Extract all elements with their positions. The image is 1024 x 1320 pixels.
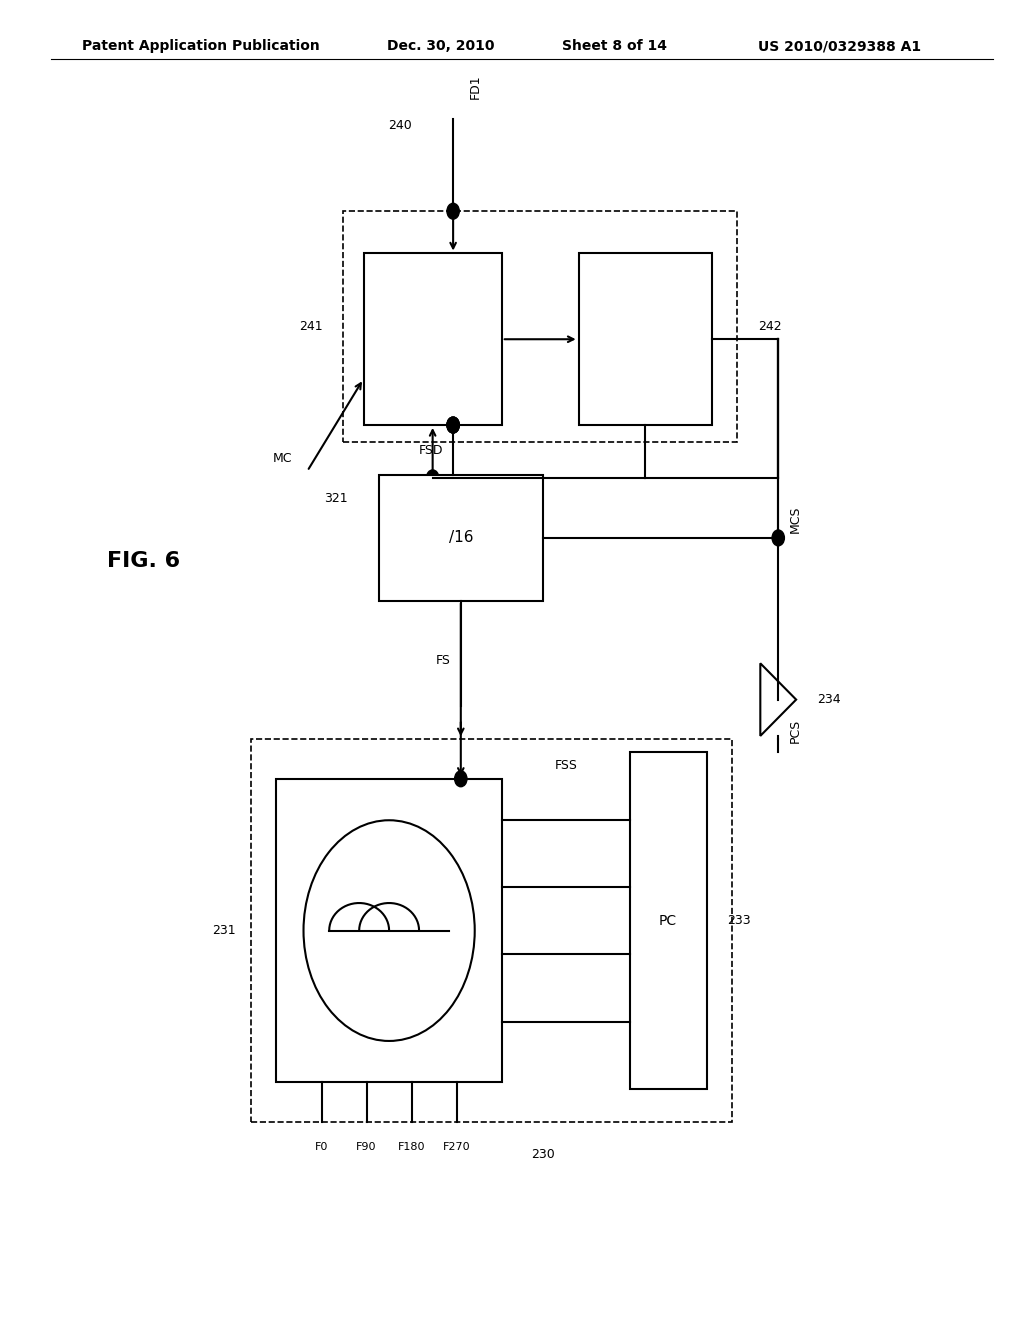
- Text: F270: F270: [443, 1142, 470, 1152]
- Text: /16: /16: [449, 531, 473, 545]
- Text: FS: FS: [435, 653, 451, 667]
- Text: MCS: MCS: [788, 506, 802, 533]
- Text: F180: F180: [398, 1142, 425, 1152]
- Text: 231: 231: [212, 924, 236, 937]
- Text: 242: 242: [758, 321, 781, 333]
- Text: F90: F90: [356, 1142, 377, 1152]
- Text: PC: PC: [659, 913, 677, 928]
- Text: Patent Application Publication: Patent Application Publication: [82, 40, 319, 53]
- Text: 233: 233: [727, 915, 751, 927]
- Text: F0: F0: [314, 1142, 329, 1152]
- Text: FIG. 6: FIG. 6: [106, 550, 180, 572]
- Text: US 2010/0329388 A1: US 2010/0329388 A1: [758, 40, 922, 53]
- Bar: [630, 752, 707, 1089]
- Circle shape: [446, 417, 459, 433]
- Text: Sheet 8 of 14: Sheet 8 of 14: [562, 40, 667, 53]
- Text: FSD: FSD: [419, 444, 442, 457]
- Text: FSS: FSS: [554, 759, 578, 772]
- Bar: [276, 779, 502, 1082]
- Circle shape: [446, 417, 459, 433]
- Circle shape: [455, 771, 467, 787]
- Circle shape: [772, 529, 784, 546]
- Text: 240: 240: [388, 119, 412, 132]
- Text: FD1: FD1: [469, 74, 481, 99]
- Bar: [364, 253, 502, 425]
- Text: 230: 230: [530, 1148, 555, 1162]
- Text: Dec. 30, 2010: Dec. 30, 2010: [387, 40, 494, 53]
- Bar: [251, 739, 732, 1122]
- Text: MC: MC: [272, 451, 292, 465]
- Bar: [343, 211, 737, 442]
- Circle shape: [426, 470, 438, 486]
- Bar: [579, 253, 712, 425]
- Text: 234: 234: [817, 693, 841, 706]
- Circle shape: [446, 203, 459, 219]
- Bar: [379, 475, 543, 601]
- Circle shape: [303, 820, 475, 1041]
- Text: 321: 321: [325, 492, 348, 504]
- Text: 241: 241: [299, 321, 323, 333]
- Text: PCS: PCS: [788, 719, 802, 743]
- Polygon shape: [760, 663, 797, 737]
- Circle shape: [446, 417, 459, 433]
